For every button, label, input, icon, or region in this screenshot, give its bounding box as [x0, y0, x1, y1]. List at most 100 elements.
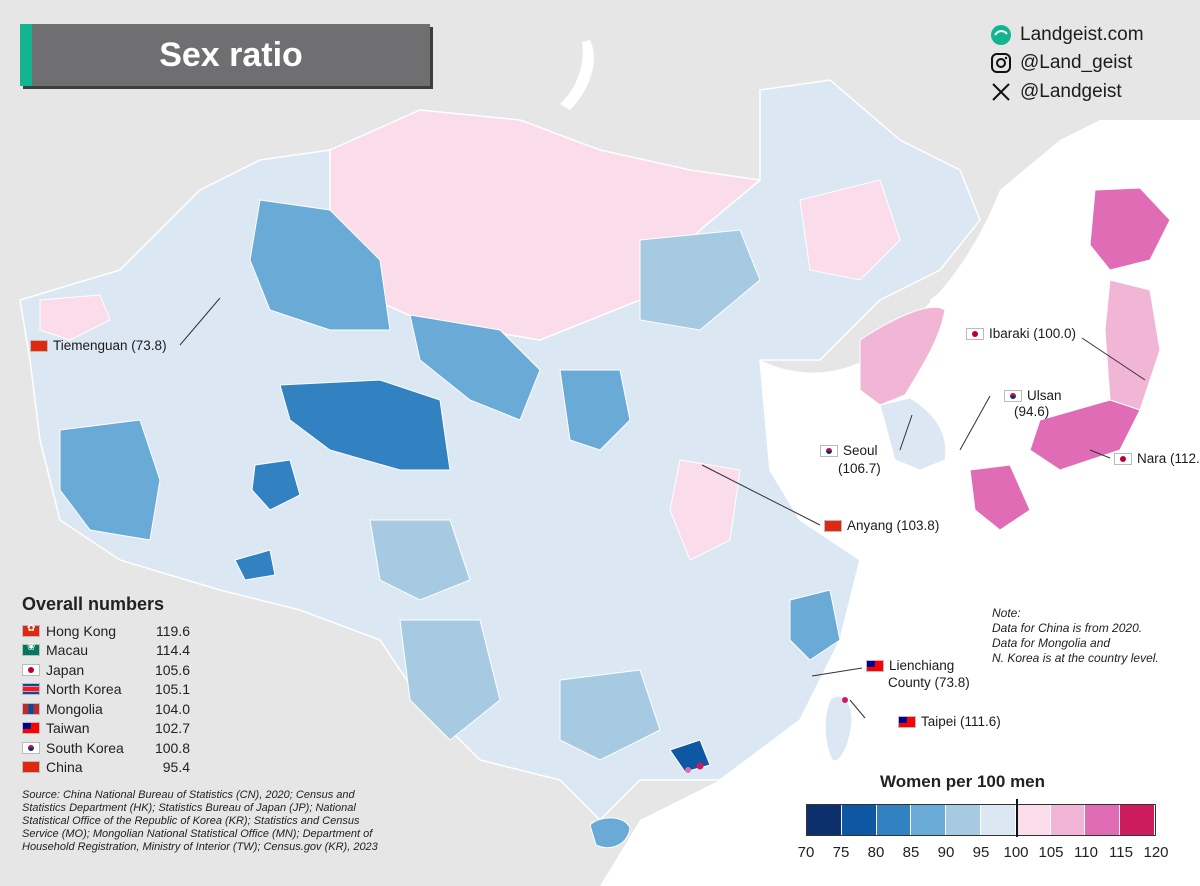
x-label: @Landgeist [1020, 81, 1122, 102]
region-tibet-spot [251, 459, 301, 511]
label-ulsan: Ulsan [1004, 388, 1062, 403]
overall-row: South Korea 100.8 [22, 738, 190, 758]
legend-ticks: 70 75 80 85 90 95 100 105 110 115 120 [790, 844, 1170, 864]
region-heilongjiang [799, 179, 901, 281]
japan-kyushu [969, 464, 1031, 531]
legend-swatch [1120, 805, 1155, 835]
label-seoul-value: (106.7) [838, 461, 881, 476]
legend-tick: 95 [972, 844, 990, 861]
label-lienchiang: Lienchiang [866, 658, 954, 673]
region-xinjiang-west [59, 419, 161, 541]
legend-swatch [1085, 805, 1121, 835]
legend-swatch [911, 805, 947, 835]
instagram-link[interactable]: @Land_geist [990, 52, 1132, 74]
source-text: Source: China National Bureau of Statist… [22, 789, 378, 853]
taiwan-flag-icon [22, 722, 40, 735]
macau-flag-icon [22, 642, 40, 657]
overall-heading: Overall numbers [22, 594, 165, 614]
region-tibet-south [234, 549, 276, 581]
website-label: Landgeist.com [1020, 24, 1144, 45]
legend-tick: 90 [937, 844, 955, 861]
china-flag-icon [824, 519, 842, 532]
taipei-marker [842, 697, 848, 703]
legend-midpoint-marker [1016, 799, 1018, 837]
japan-hokkaido [1089, 187, 1171, 271]
region-guangxi [559, 669, 661, 761]
region-hainan [589, 817, 631, 849]
overall-row: Taiwan 102.7 [22, 719, 190, 739]
northkorea-flag-icon [22, 683, 40, 696]
japan-flag-icon [966, 327, 984, 340]
north-korea [859, 306, 946, 406]
region-qinghai [279, 379, 451, 471]
x-link[interactable]: @Landgeist [990, 81, 1122, 103]
leader-lines [179, 297, 1146, 719]
x-icon [992, 83, 1010, 101]
legend-tick: 80 [867, 844, 885, 861]
legend-tick: 120 [1143, 844, 1169, 861]
china-flag-icon [22, 761, 40, 774]
south-korea [879, 397, 947, 471]
korea-flag-icon [1004, 389, 1022, 402]
legend-swatch [841, 805, 877, 835]
japan-flag-icon [1114, 452, 1132, 465]
mongolia-flag-icon [22, 702, 40, 715]
region-henan [669, 459, 741, 561]
hongkong-marker [696, 762, 704, 770]
lake-baikal [560, 40, 594, 110]
legend-tick: 100 [1003, 844, 1029, 861]
label-seoul: Seoul [820, 443, 878, 458]
legend-title: Women per 100 men [880, 772, 1046, 791]
overall-row: China 95.4 [22, 758, 190, 778]
label-ulsan-value: (94.6) [1014, 404, 1050, 419]
sea-yellow [770, 436, 874, 560]
label-nara: Nara (112.6) [1114, 451, 1200, 466]
legend-swatch [980, 805, 1016, 835]
taiwan-flag-icon [898, 715, 916, 728]
legend-swatch [807, 805, 842, 835]
japan-honshu-central [1029, 399, 1141, 471]
korea-flag-icon [820, 444, 838, 457]
southkorea-flag-icon [22, 741, 40, 754]
china-flag-icon [30, 339, 48, 352]
region-fujian [789, 589, 841, 661]
region-innermongolia-e [639, 229, 761, 331]
region-sichuan [369, 519, 471, 601]
region-yunnan [399, 619, 501, 741]
legend-swatch [876, 805, 912, 835]
region-innermongolia-w [559, 369, 631, 451]
taiwan-flag-icon [866, 659, 884, 672]
label-lienchiang-value: County (73.8) [888, 675, 970, 690]
legend-tick: 70 [797, 844, 815, 861]
macau-marker [685, 767, 691, 773]
overall-row: Mongolia 104.0 [22, 699, 190, 719]
legend-swatch [1015, 805, 1051, 835]
legend-swatch [946, 805, 981, 835]
title-banner: Sex ratio [20, 24, 430, 86]
legend-tick: 75 [832, 844, 850, 861]
landgeist-icon [991, 25, 1011, 45]
label-tiemenguan: Tiemenguan (73.8) [30, 338, 167, 353]
legend-swatch [1050, 805, 1086, 835]
label-taipei: Taipei (111.6) [898, 714, 1001, 729]
label-anyang: Anyang (103.8) [824, 518, 939, 533]
instagram-icon [991, 53, 1011, 73]
region-xinjiang-north [249, 199, 391, 331]
legend-color-bar [806, 799, 1156, 837]
legend-tick: 110 [1074, 844, 1098, 861]
legend-tick: 85 [902, 844, 920, 861]
instagram-label: @Land_geist [1020, 52, 1133, 73]
overall-row: North Korea 105.1 [22, 680, 190, 700]
note: Note: Data for China is from 2020. Data … [992, 606, 1159, 665]
sea-bohai [760, 369, 820, 417]
legend-tick: 105 [1038, 844, 1064, 861]
label-ibaraki: Ibaraki (100.0) [966, 326, 1076, 341]
japan-flag-icon [22, 663, 40, 676]
legend-tick: 115 [1109, 844, 1133, 861]
page-title: Sex ratio [159, 35, 303, 74]
website-link[interactable]: Landgeist.com [990, 24, 1144, 46]
